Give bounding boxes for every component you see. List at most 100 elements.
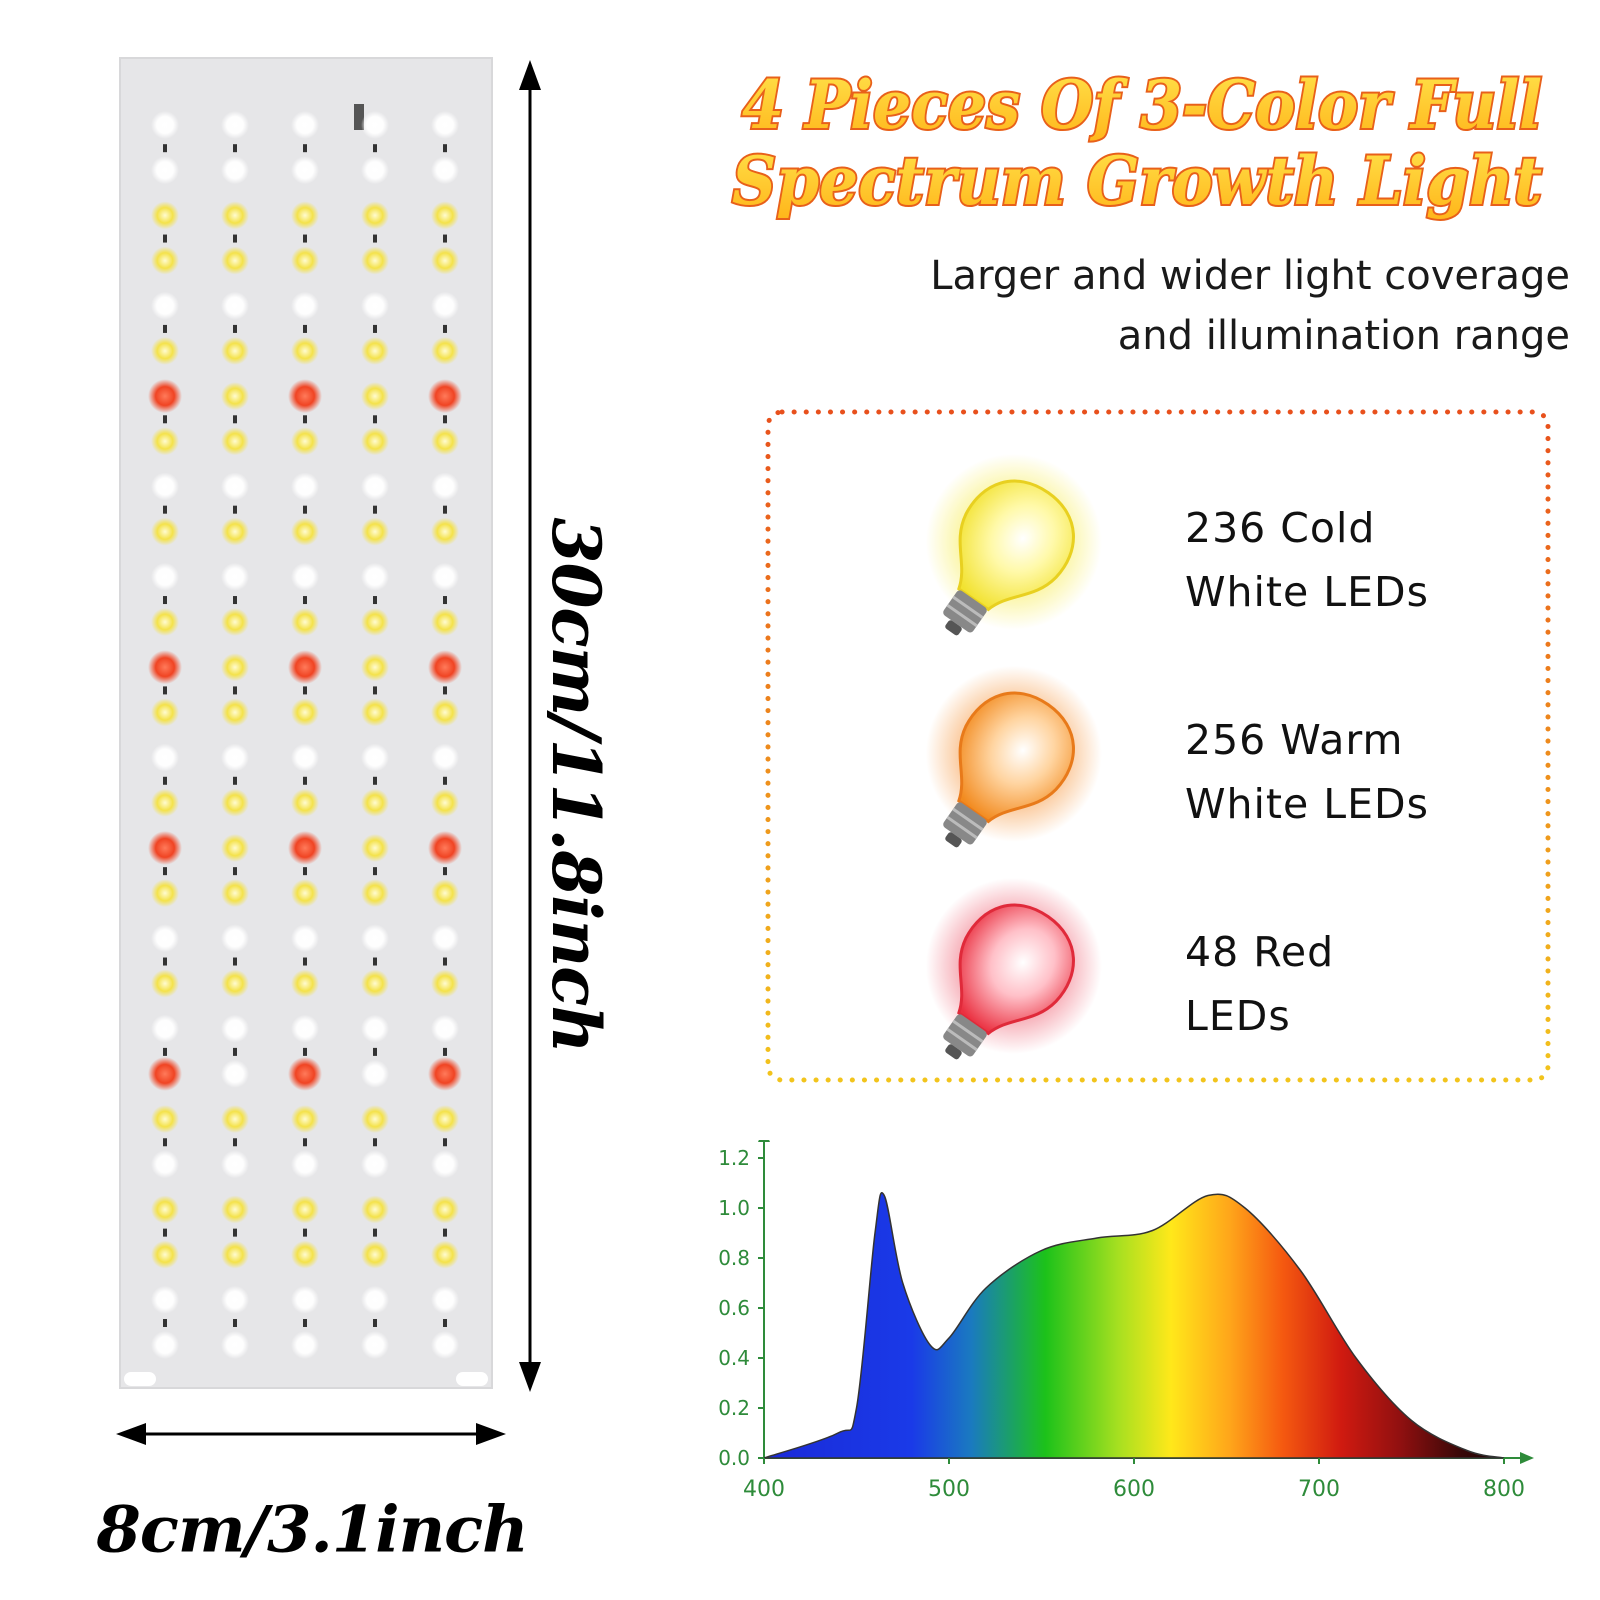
red-led: [288, 1056, 322, 1091]
resistor: [303, 1228, 307, 1237]
cold-white-led: [291, 156, 319, 185]
x-tick-label: 600: [1113, 1477, 1155, 1502]
resistor: [443, 415, 447, 424]
resistor: [233, 596, 237, 605]
warm-white-led: [361, 1195, 389, 1224]
resistor: [163, 776, 167, 785]
resistor: [163, 324, 167, 333]
resistor: [163, 1047, 167, 1056]
warm-white-led: [221, 201, 249, 230]
resistor: [303, 686, 307, 695]
page-title: 4 Pieces Of 3-Color Full Spectrum Growth…: [730, 64, 1544, 222]
cold-white-led: [361, 743, 389, 772]
resistor: [303, 776, 307, 785]
warm-white-led: [431, 336, 459, 365]
red-led: [148, 650, 182, 685]
warm-white-led: [291, 698, 319, 727]
warm-white-led: [151, 788, 179, 817]
cold-white-led: [361, 472, 389, 501]
warm-white-led: [151, 879, 179, 908]
warm-white-led: [291, 1240, 319, 1269]
resistor: [443, 1228, 447, 1237]
warm-white-led: [151, 246, 179, 275]
warm-white-led: [291, 1195, 319, 1224]
x-tick-label: 700: [1298, 1477, 1340, 1502]
cold-white-led: [361, 291, 389, 320]
warm-white-led: [431, 1195, 459, 1224]
warm-white-led: [291, 969, 319, 998]
cold-white-led: [291, 291, 319, 320]
board-connector: [354, 104, 364, 130]
title-line-2: Spectrum Growth Light: [732, 142, 1542, 220]
resistor: [373, 1047, 377, 1056]
cold-white-led: [151, 562, 179, 591]
cold-white-led: [221, 1285, 249, 1314]
warm-white-led: [431, 788, 459, 817]
resistor: [163, 234, 167, 243]
resistor: [233, 776, 237, 785]
cold-white-led: [221, 156, 249, 185]
cold-white-led: [291, 1014, 319, 1043]
resistor: [303, 505, 307, 514]
warm-white-led: [221, 382, 249, 411]
cold-white-led: [221, 1331, 249, 1359]
height-dimension-arrow: [519, 60, 541, 1392]
resistor: [443, 505, 447, 514]
warm-white-led: [291, 427, 319, 456]
warm-white-led: [291, 201, 319, 230]
resistor: [303, 324, 307, 333]
resistor: [233, 144, 237, 153]
resistor: [233, 324, 237, 333]
warm-white-led: [151, 1240, 179, 1269]
resistor: [443, 957, 447, 966]
resistor: [233, 686, 237, 695]
x-axis-arrow: [1520, 1452, 1534, 1464]
cold-white-led: [291, 1285, 319, 1314]
resistor: [373, 596, 377, 605]
resistor: [443, 867, 447, 876]
warm-white-led: [361, 246, 389, 275]
warm-white-led: [221, 833, 249, 862]
y-axis-arrow: [758, 1140, 770, 1142]
resistor: [163, 686, 167, 695]
warm-white-led: [361, 698, 389, 727]
cold-white-led: [151, 291, 179, 320]
red-led: [288, 830, 322, 865]
cold-white-led: [361, 156, 389, 185]
cold-white-led: [431, 924, 459, 953]
warm-white-led: [291, 336, 319, 365]
spectrum-area: [763, 1192, 1505, 1459]
warm-white-led: [151, 1195, 179, 1224]
resistor: [163, 1228, 167, 1237]
cold-white-led: [151, 156, 179, 185]
warm-white-led: [221, 427, 249, 456]
warm-white-led: [361, 517, 389, 546]
warm-white-led: [361, 833, 389, 862]
cold-white-led: [431, 1014, 459, 1043]
cold-white-led: [221, 743, 249, 772]
resistor: [373, 415, 377, 424]
resistor: [303, 1047, 307, 1056]
y-tick-label: 0.0: [718, 1446, 750, 1470]
x-tick-label: 500: [928, 1477, 970, 1502]
resistor: [373, 957, 377, 966]
red-led: [148, 830, 182, 865]
resistor: [233, 234, 237, 243]
warm-white-led: [291, 1105, 319, 1134]
cold-white-led: [221, 924, 249, 953]
cold-white-led: [151, 472, 179, 501]
cold-white-led: [431, 472, 459, 501]
warm-white-led: [361, 1105, 389, 1134]
warm-white-led: [291, 879, 319, 908]
cold-white-led: [431, 1150, 459, 1179]
resistor: [233, 505, 237, 514]
warm-white-led: [431, 246, 459, 275]
resistor: [303, 867, 307, 876]
resistor: [163, 957, 167, 966]
cold-white-led: [151, 1331, 179, 1359]
resistor: [373, 776, 377, 785]
cold-white-led: [151, 111, 179, 139]
cold-white-led: [291, 562, 319, 591]
cold-white-led: [431, 1331, 459, 1359]
warm-white-led: [221, 336, 249, 365]
